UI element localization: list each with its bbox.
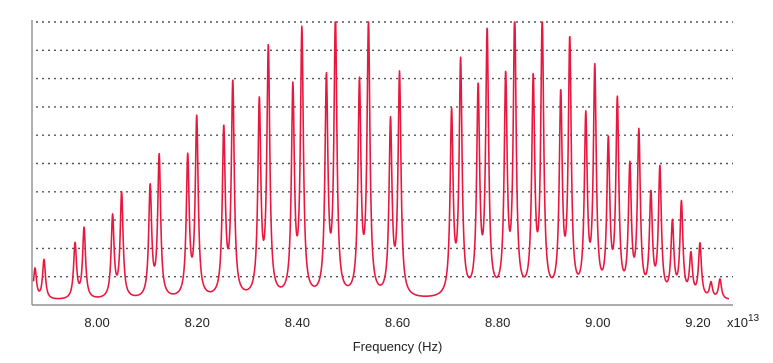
x-tick-label: 9.00 xyxy=(585,315,610,330)
x-axis-multiplier: x1013 xyxy=(727,313,760,330)
x-axis-title: Frequency (Hz) xyxy=(353,339,443,354)
x-tick-labels: 8.00 8.20 8.40 8.60 8.80 9.00 9.20 xyxy=(84,315,710,330)
x-tick-label: 8.80 xyxy=(485,315,510,330)
spectrum-line xyxy=(32,21,730,300)
x-tick-label: 9.20 xyxy=(685,315,710,330)
x-tick-label: 8.40 xyxy=(285,315,310,330)
gridlines xyxy=(36,21,733,278)
x-tick-label: 8.20 xyxy=(185,315,210,330)
x-tick-label: 8.00 xyxy=(84,315,109,330)
x-tick-label: 8.60 xyxy=(385,315,410,330)
